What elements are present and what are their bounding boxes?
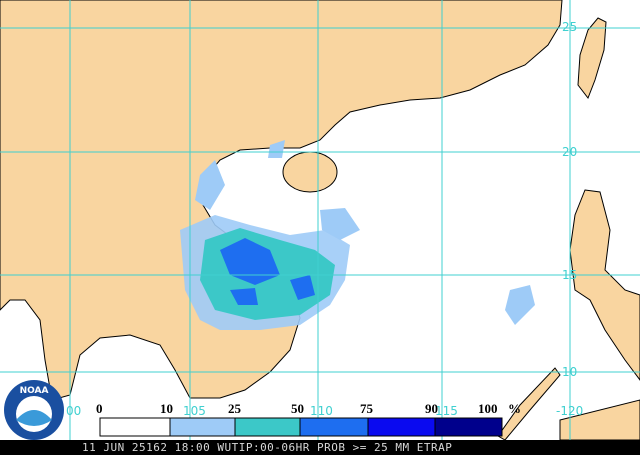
legend-label: 50 (291, 401, 304, 416)
prob-50 (290, 275, 315, 300)
lon-label: 00 (66, 404, 81, 418)
legend-swatch (169, 417, 236, 437)
legend-unit: % (508, 401, 521, 416)
legend-swatch (299, 417, 369, 437)
legend-label: 100 (478, 401, 498, 416)
lon-label: -120 (556, 404, 583, 418)
legend-bar (99, 417, 503, 437)
prob-10 (195, 160, 225, 210)
legend-swatch (367, 417, 436, 437)
rain-probability (180, 140, 535, 330)
caption-bar (0, 440, 640, 455)
lon-label: 110 (310, 404, 333, 418)
legend-swatch (234, 417, 301, 437)
land (0, 0, 640, 441)
legend-label: 90 (425, 401, 438, 416)
prob-50 (230, 288, 258, 305)
prob-50 (220, 238, 280, 285)
philippines (569, 189, 640, 381)
logo-wave (16, 410, 52, 426)
prob-10 (320, 208, 360, 240)
legend-swatch (99, 417, 171, 437)
lat-label: 20 (562, 145, 577, 159)
prob-10 (505, 285, 535, 325)
caption: 11 JUN 25162 18:00 WUTIP:00-06HR PROB >=… (82, 441, 452, 454)
legend-label: 75 (360, 401, 374, 416)
borneo (559, 399, 640, 441)
graticule (0, 0, 640, 440)
lon-label: 115 (435, 404, 458, 418)
lat-label: 15 (562, 268, 577, 282)
legend-label: 0 (96, 401, 103, 416)
logo: NOAA (4, 380, 64, 440)
legend-label: 25 (228, 401, 242, 416)
prob-10 (268, 140, 285, 158)
legend-label: 10 (160, 401, 173, 416)
lat-label: 10 (562, 365, 577, 379)
taiwan (577, 17, 607, 100)
logo-text: NOAA (20, 386, 49, 396)
lon-label: 105 (183, 404, 206, 418)
lat-label: 25 (562, 20, 577, 34)
hainan (282, 151, 338, 193)
legend-swatch (434, 417, 503, 437)
